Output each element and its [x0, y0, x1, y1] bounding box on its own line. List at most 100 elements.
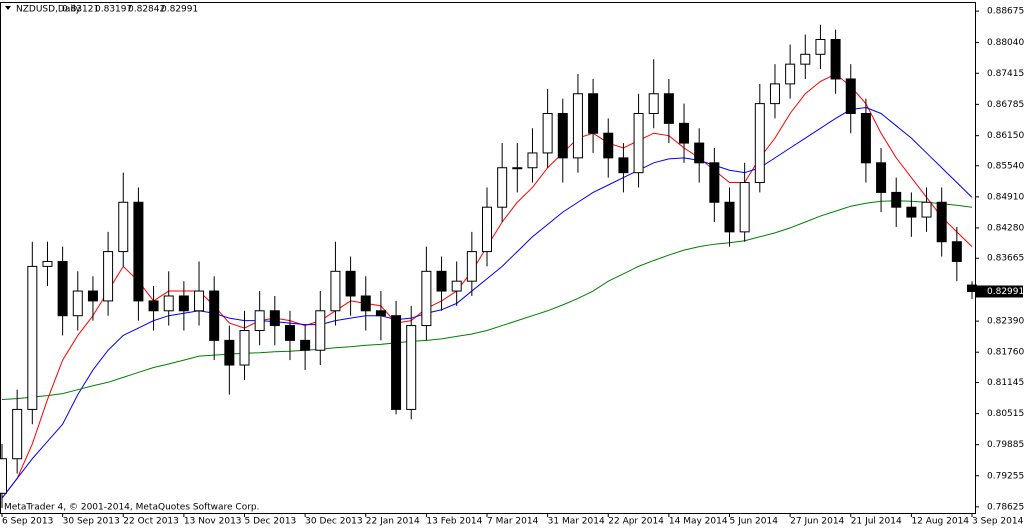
- candle-body: [497, 167, 508, 208]
- chart-title: NZDUSD,Daily: [16, 5, 81, 15]
- candle-body: [815, 38, 826, 55]
- candle-body: [239, 330, 250, 366]
- x-tick-label: 7 Mar 2014: [487, 517, 539, 527]
- candle-body: [603, 132, 614, 159]
- candle-body: [163, 295, 174, 312]
- y-tick-label: 0.79255: [987, 471, 1024, 481]
- x-tick-label: 13 Nov 2013: [184, 517, 242, 527]
- price-tag: [976, 285, 1023, 298]
- candle-body: [663, 93, 674, 124]
- candle-body: [330, 270, 341, 312]
- candle-body: [72, 290, 83, 317]
- candle-body: [87, 290, 98, 302]
- y-tick-label: 0.88040: [987, 38, 1024, 48]
- candle-body: [315, 310, 326, 351]
- candle-body: [148, 300, 159, 312]
- candle-body: [0, 458, 7, 494]
- candle-body: [936, 201, 947, 243]
- candle-body: [482, 206, 492, 253]
- x-tick-label: 5 Dec 2013: [245, 517, 297, 527]
- candle-body: [512, 167, 523, 170]
- candle-body: [451, 280, 462, 292]
- candle-body: [679, 122, 690, 144]
- candle-body: [360, 295, 371, 312]
- candle-body: [557, 112, 568, 159]
- candle-body: [769, 83, 780, 105]
- candle-body: [466, 251, 477, 282]
- x-tick-label: 13 Feb 2014: [426, 517, 482, 527]
- candle-body: [724, 201, 735, 233]
- y-tick-label: 0.84910: [987, 192, 1024, 202]
- candle-body: [224, 339, 235, 366]
- y-tick-label: 0.78625: [987, 502, 1024, 512]
- candle-body: [103, 251, 114, 302]
- candle-body: [876, 162, 887, 193]
- y-tick-label: 0.87415: [987, 69, 1024, 79]
- x-tick-label: 14 May 2014: [669, 517, 728, 527]
- candle-body: [527, 152, 538, 169]
- x-tick-label: 30 Sep 2013: [63, 517, 120, 527]
- x-tick-label: 12 Aug 2014: [911, 517, 969, 527]
- candle-body: [178, 295, 189, 312]
- candle-body: [57, 260, 68, 317]
- candle-body: [345, 270, 356, 297]
- symbol-marker: [5, 6, 11, 10]
- x-tick-label: 22 Oct 2013: [123, 517, 179, 527]
- candle-body: [921, 201, 932, 218]
- candle-body: [845, 78, 856, 114]
- x-tick-label: 22 Jan 2014: [366, 517, 420, 527]
- y-tick-label: 0.86150: [987, 131, 1024, 141]
- candle-body: [648, 93, 659, 114]
- candle-body: [709, 162, 720, 203]
- y-tick-label: 0.80515: [987, 409, 1024, 419]
- candle-body: [572, 93, 583, 159]
- candle-body: [42, 260, 53, 267]
- y-tick-label: 0.81760: [987, 348, 1024, 358]
- candle-body: [951, 241, 962, 262]
- candle-body: [860, 112, 871, 164]
- y-tick-label: 0.81145: [987, 378, 1024, 388]
- candle-body: [209, 290, 220, 341]
- candle-body: [300, 339, 311, 351]
- x-tick-label: 22 Apr 2014: [608, 517, 664, 527]
- x-tick-label: 6 Sep 2013: [2, 517, 53, 527]
- header-value: 0.83197: [95, 5, 132, 15]
- y-tick-label: 0.79885: [987, 440, 1024, 450]
- candle-body: [800, 53, 811, 65]
- candle-body: [133, 201, 144, 302]
- x-tick-label: 21 Jul 2014: [851, 517, 902, 527]
- y-tick-label: 0.84280: [987, 223, 1024, 233]
- y-tick-label: 0.88675: [987, 7, 1024, 17]
- copyright: MetaTrader 4, © 2001-2014, MetaQuotes So…: [4, 503, 260, 513]
- candle-body: [785, 63, 796, 85]
- candle-body: [694, 142, 705, 164]
- y-tick-label: 0.83665: [987, 254, 1024, 264]
- candle-body: [12, 408, 23, 460]
- candle-body: [891, 191, 902, 208]
- header-value: 0.83121: [62, 5, 99, 15]
- candle-body: [27, 265, 38, 410]
- candle-body: [739, 182, 750, 233]
- candle-body: [906, 206, 917, 218]
- candle-body: [633, 112, 644, 174]
- candle-body: [406, 325, 417, 410]
- y-tick-label: 0.82390: [987, 317, 1024, 327]
- candle-body: [269, 310, 280, 327]
- x-tick-label: 27 Jun 2014: [790, 517, 844, 527]
- candle-body: [542, 112, 553, 154]
- candle-body: [254, 310, 265, 332]
- candle-body: [967, 284, 977, 292]
- candle-body: [588, 93, 599, 134]
- header-value: 0.82991: [161, 5, 198, 15]
- candle-body: [421, 270, 432, 327]
- candle-body: [436, 270, 447, 292]
- candle-body: [391, 315, 402, 410]
- x-tick-label: 3 Sep 2014: [972, 517, 1024, 527]
- candle-body: [194, 290, 205, 312]
- y-tick-label: 0.86785: [987, 100, 1024, 110]
- x-tick-label: 5 Jun 2014: [730, 517, 779, 527]
- candle-body: [375, 310, 386, 317]
